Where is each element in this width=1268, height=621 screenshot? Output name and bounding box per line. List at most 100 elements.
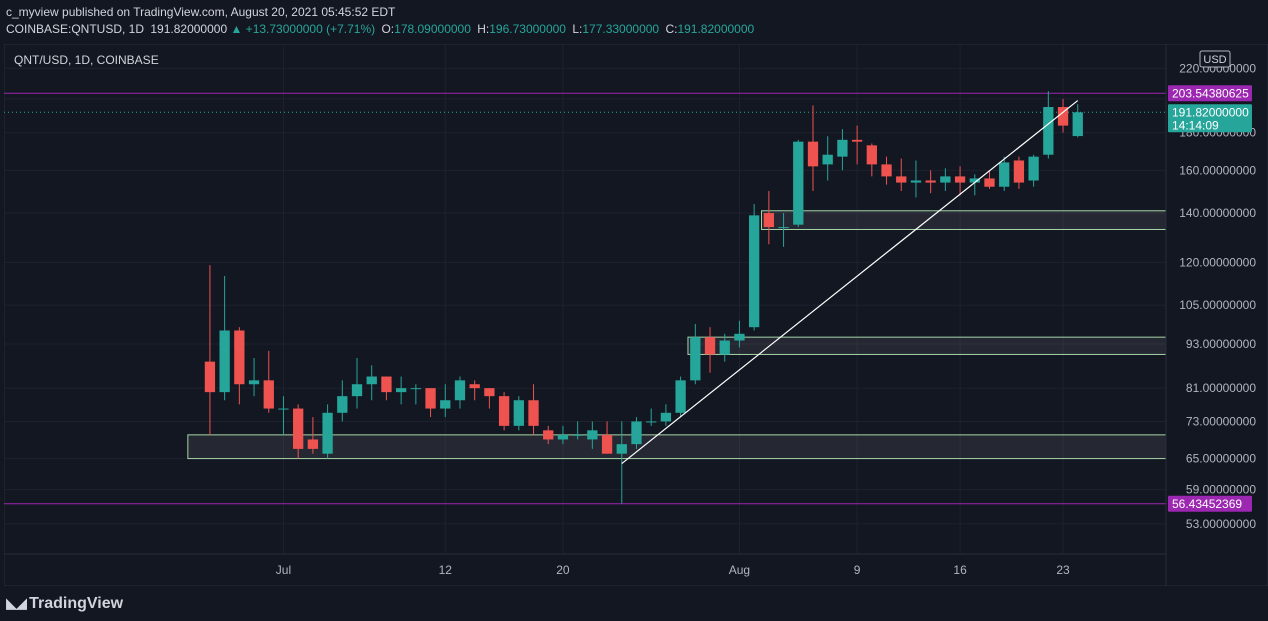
candle-body xyxy=(646,421,657,423)
candle-body xyxy=(395,388,407,393)
candle-body xyxy=(999,162,1010,187)
chart-area[interactable]: 53.00000000 59.00000000 65.00000000 73.0000… xyxy=(4,44,1268,586)
time-tick-label: 16 xyxy=(953,563,967,577)
time-tick-label: Aug xyxy=(729,563,750,577)
lower-line-price-label: 56.43452369 xyxy=(1172,497,1242,511)
price-tick-label: 160.00000000 xyxy=(1179,163,1256,177)
candles xyxy=(204,91,1083,504)
currency-badge[interactable] xyxy=(1199,50,1231,68)
price-labels: 203.54380625 56.43452369 191.8200000014:14… xyxy=(1168,85,1252,512)
candle-body xyxy=(851,139,863,142)
candle-body xyxy=(954,176,966,183)
brand-name: TradingView xyxy=(29,595,124,612)
candle-body xyxy=(631,421,642,445)
upper-line-price-label: 203.54380625 xyxy=(1172,86,1249,100)
candlestick-chart[interactable]: 53.00000000 59.00000000 65.00000000 73.0000… xyxy=(4,44,1268,586)
high-label: H: xyxy=(477,22,490,36)
lower-line-price-label-bg xyxy=(1168,495,1252,512)
price-tick-label: 53.00000000 xyxy=(1186,517,1256,531)
candle-body xyxy=(734,333,745,341)
candle-body xyxy=(1057,107,1069,126)
candle-body xyxy=(925,180,936,183)
open-label: O: xyxy=(381,22,395,36)
price-tick-label: 140.00000000 xyxy=(1179,206,1256,220)
support-zone[interactable] xyxy=(761,210,1167,230)
candle-body xyxy=(1072,112,1083,137)
time-tick-label: Jul xyxy=(276,563,291,577)
currency-label: USD xyxy=(1203,54,1226,66)
candle-body xyxy=(219,330,230,393)
candle-body xyxy=(263,380,274,409)
current-price-label: 191.82000000 xyxy=(1172,105,1249,119)
price-tick-label: 59.00000000 xyxy=(1186,483,1256,497)
candle-body xyxy=(498,396,510,426)
chart-border xyxy=(4,44,1268,586)
candle-body xyxy=(778,227,789,229)
candle-body xyxy=(896,176,907,183)
candle-body xyxy=(719,340,730,355)
candle-body xyxy=(866,145,877,165)
publisher-name[interactable]: c_myview xyxy=(6,5,59,19)
candle-body xyxy=(381,376,392,393)
candle-body xyxy=(572,434,583,436)
candle-body xyxy=(469,384,480,389)
time-axis[interactable]: Jul 12 20 Aug 9 16 23 xyxy=(276,563,1070,577)
candle-body xyxy=(1043,107,1054,155)
trendline-group[interactable] xyxy=(621,100,1079,465)
time-tick-label: 9 xyxy=(854,563,861,577)
price-tick-label: 220.00000000 xyxy=(1179,61,1256,75)
time-tick-label: 20 xyxy=(556,563,570,577)
candle-body xyxy=(454,380,466,401)
upper-line-price-label-bg xyxy=(1168,85,1252,102)
candle-body xyxy=(969,178,980,183)
price-tick-label: 65.00000000 xyxy=(1186,452,1256,466)
close-label: C: xyxy=(665,22,678,36)
candle-body xyxy=(366,376,377,385)
candle-body xyxy=(234,330,245,385)
low-value: 177.33000000 xyxy=(582,22,660,36)
candle-body xyxy=(984,178,995,187)
time-tick-label: 23 xyxy=(1056,563,1070,577)
price-axis[interactable]: 53.00000000 59.00000000 65.00000000 73.0000… xyxy=(1179,61,1256,530)
candle-body xyxy=(293,408,304,449)
last-price: 191.82000000 xyxy=(150,22,228,36)
candle-body xyxy=(675,380,686,413)
candle-body xyxy=(337,396,348,413)
top-bar: c_myview published on TradingView.com, A… xyxy=(0,0,1268,44)
candle-body xyxy=(822,154,833,165)
price-tick-label: 81.00000000 xyxy=(1186,381,1256,395)
price-tick-label: 105.00000000 xyxy=(1179,298,1256,312)
open-value: 178.09000000 xyxy=(394,22,471,36)
trendline[interactable] xyxy=(621,100,1079,465)
candle-body xyxy=(513,400,524,426)
candle-body xyxy=(793,141,804,225)
current-price-label-bg xyxy=(1168,104,1252,133)
chart-legend-title: QNT/USD, 1D, COINBASE xyxy=(14,53,159,67)
candle-body xyxy=(204,361,216,393)
support-zone[interactable] xyxy=(187,434,1167,460)
tradingview-logo-icon: ◣◢ xyxy=(6,595,27,612)
candle-body xyxy=(837,139,848,157)
support-zone[interactable] xyxy=(687,336,1167,355)
ohlc-bar: COINBASE:QNTUSD, 1D 191.82000000 ▲ +13.7… xyxy=(6,22,754,36)
candle-body xyxy=(543,430,554,440)
candle-body xyxy=(940,176,951,183)
candle-body xyxy=(1028,156,1039,181)
support-zones[interactable] xyxy=(187,210,1167,460)
publication-line: c_myview published on TradingView.com, A… xyxy=(6,5,395,19)
current-price-label-countdown: 14:14:09 xyxy=(1172,118,1219,132)
candle-body xyxy=(410,388,421,390)
brand-logo[interactable]: ◣◢ TradingView xyxy=(6,594,123,613)
candle-body xyxy=(807,141,819,167)
price-tick-label: 93.00000000 xyxy=(1186,337,1256,351)
footer xyxy=(0,586,1268,621)
price-tick-label: 73.00000000 xyxy=(1186,414,1256,428)
candle-body xyxy=(763,213,775,228)
horizontal-lines[interactable] xyxy=(4,92,1166,505)
symbol-label: COINBASE:QNTUSD, 1D xyxy=(6,22,145,36)
low-label: L: xyxy=(572,22,583,36)
candle-body xyxy=(601,434,613,454)
candle-body xyxy=(616,444,627,454)
close-value: 191.82000000 xyxy=(677,22,755,36)
candle-body xyxy=(557,434,569,440)
